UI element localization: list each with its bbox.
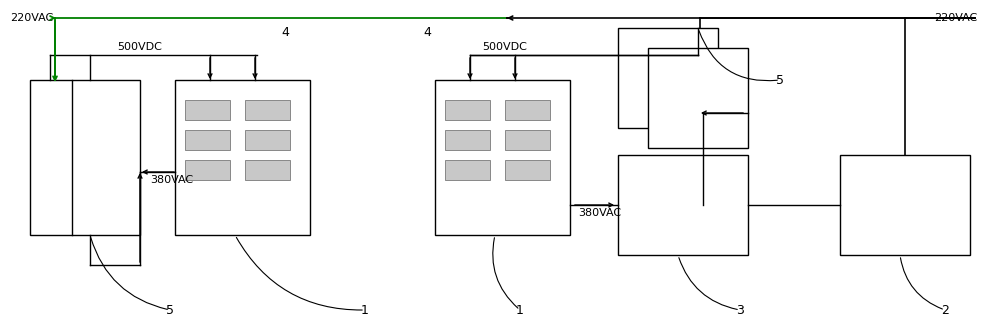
Bar — [445, 160, 490, 180]
Text: 220VAC: 220VAC — [934, 13, 977, 23]
Text: 5: 5 — [166, 303, 174, 316]
Text: 500VDC: 500VDC — [118, 42, 162, 52]
Text: 3: 3 — [736, 303, 744, 316]
Bar — [245, 100, 290, 120]
Bar — [505, 130, 550, 150]
Bar — [618, 155, 748, 255]
Text: 1: 1 — [516, 303, 524, 316]
Bar — [245, 130, 290, 150]
Bar — [445, 100, 490, 120]
Bar — [618, 28, 718, 128]
Bar — [175, 80, 310, 235]
Text: 380VAC: 380VAC — [578, 208, 621, 218]
Text: 4: 4 — [423, 27, 431, 39]
Text: 380VAC: 380VAC — [150, 175, 193, 185]
Text: 5: 5 — [776, 74, 784, 86]
Bar — [648, 48, 748, 148]
Bar — [505, 160, 550, 180]
Bar — [185, 160, 230, 180]
Text: 500VDC: 500VDC — [483, 42, 527, 52]
Text: 220VAC: 220VAC — [10, 13, 53, 23]
Text: 2: 2 — [941, 303, 949, 316]
Bar — [840, 155, 970, 255]
Text: 1: 1 — [361, 303, 369, 316]
Bar — [245, 160, 290, 180]
Bar — [505, 100, 550, 120]
Bar — [30, 80, 140, 235]
Text: 4: 4 — [281, 27, 289, 39]
Bar — [185, 130, 230, 150]
Bar — [445, 130, 490, 150]
Bar — [435, 80, 570, 235]
Bar — [185, 100, 230, 120]
